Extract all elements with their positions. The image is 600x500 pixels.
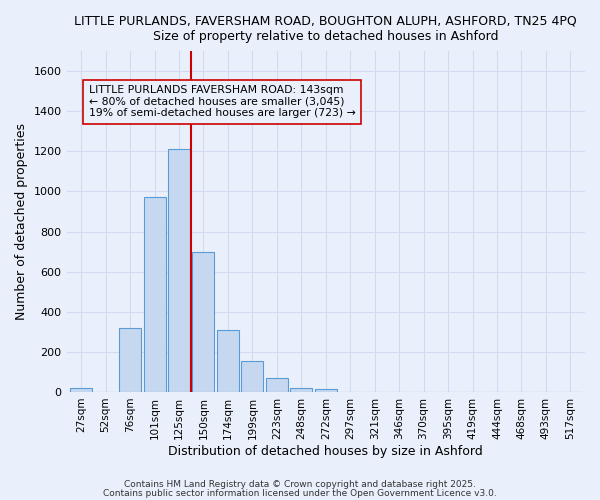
Bar [290,388,313,392]
Text: LITTLE PURLANDS FAVERSHAM ROAD: 143sqm
← 80% of detached houses are smaller (3,0: LITTLE PURLANDS FAVERSHAM ROAD: 143sqm ←… [89,85,355,118]
Y-axis label: Number of detached properties: Number of detached properties [15,123,28,320]
Title: LITTLE PURLANDS, FAVERSHAM ROAD, BOUGHTON ALUPH, ASHFORD, TN25 4PQ
Size of prope: LITTLE PURLANDS, FAVERSHAM ROAD, BOUGHTO… [74,15,577,43]
Bar [266,378,288,392]
Bar [143,198,166,392]
X-axis label: Distribution of detached houses by size in Ashford: Distribution of detached houses by size … [169,444,483,458]
Bar [315,389,337,392]
Bar [168,150,190,392]
Bar [70,388,92,392]
Bar [217,330,239,392]
Bar [119,328,141,392]
Text: Contains HM Land Registry data © Crown copyright and database right 2025.: Contains HM Land Registry data © Crown c… [124,480,476,489]
Bar [241,361,263,392]
Bar [193,252,214,392]
Text: Contains public sector information licensed under the Open Government Licence v3: Contains public sector information licen… [103,489,497,498]
